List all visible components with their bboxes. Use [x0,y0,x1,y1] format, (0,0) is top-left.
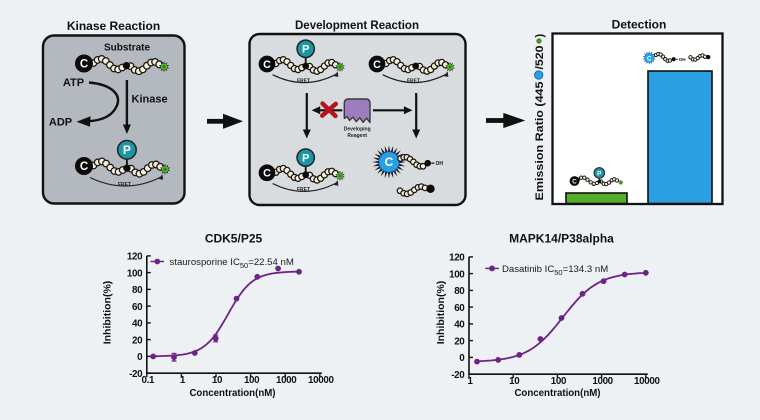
svg-text:10: 10 [509,376,520,387]
svg-text:40: 40 [132,319,143,330]
svg-text:/520: /520 [534,46,546,70]
svg-text:Emission Ratio (445: Emission Ratio (445 [534,81,546,200]
svg-text:OH: OH [679,57,686,62]
svg-text:10000: 10000 [634,376,660,387]
svg-text:-20: -20 [129,369,143,380]
svg-text:ATP: ATP [63,77,84,89]
svg-text:C: C [373,59,381,71]
svg-text:100: 100 [449,269,465,280]
svg-text:1000: 1000 [276,375,297,386]
svg-text:1000: 1000 [592,376,613,387]
svg-text:OH: OH [436,161,444,167]
svg-text:staurosporine IC50=22.54 nM: staurosporine IC50=22.54 nM [170,257,294,270]
svg-text:100: 100 [244,375,260,386]
svg-text:C: C [572,178,577,185]
svg-text:1: 1 [180,375,186,386]
svg-text:MAPK14/P38alpha: MAPK14/P38alpha [509,232,614,246]
svg-text:40: 40 [454,320,465,331]
svg-text:0: 0 [137,352,143,363]
svg-text:Substrate: Substrate [104,43,151,54]
svg-text:FRET: FRET [118,182,131,188]
svg-text:P: P [302,44,310,56]
svg-text:120: 120 [449,253,465,264]
svg-text:C: C [647,55,652,62]
svg-text:-20: -20 [451,370,465,381]
svg-text:0: 0 [459,353,465,364]
svg-text:80: 80 [454,286,465,297]
svg-text:C: C [385,155,394,169]
svg-text:C: C [263,168,271,180]
svg-text:FRET: FRET [297,187,310,193]
svg-text:Inhibition(%): Inhibition(%) [102,281,114,345]
svg-text:0.1: 0.1 [142,375,155,386]
svg-text:ADP: ADP [49,117,72,129]
svg-text:60: 60 [132,302,143,313]
svg-text:P: P [302,153,310,165]
svg-text:CDK5/P25: CDK5/P25 [205,232,263,246]
svg-text:Kinase: Kinase [132,94,168,106]
svg-text:20: 20 [132,335,143,346]
svg-text:10000: 10000 [308,375,334,386]
svg-text:FRET: FRET [407,78,420,84]
svg-text:C: C [263,59,271,71]
svg-text:Developing: Developing [344,127,371,133]
svg-text:80: 80 [132,285,143,296]
svg-text:60: 60 [454,303,465,314]
svg-text:Development Reaction: Development Reaction [295,20,419,32]
svg-text:20: 20 [454,336,465,347]
svg-text:Inhibition(%): Inhibition(%) [435,281,447,345]
svg-text:Reagent: Reagent [347,133,367,139]
svg-text:1: 1 [467,376,473,387]
svg-text:P: P [597,170,602,177]
svg-text:P: P [123,143,131,157]
svg-text:): ) [534,34,546,38]
svg-text:10: 10 [212,375,223,386]
svg-text:Dasatinib IC50=134.3 nM: Dasatinib IC50=134.3 nM [502,264,608,277]
svg-text:120: 120 [127,252,143,263]
svg-text:Kinase Reaction: Kinase Reaction [67,19,160,33]
svg-text:C: C [80,161,88,173]
svg-text:Concentration(nM): Concentration(nM) [189,388,275,399]
svg-text:FRET: FRET [297,78,310,84]
svg-text:C: C [80,59,88,71]
svg-text:Concentration(nM): Concentration(nM) [514,388,600,399]
svg-text:Detection: Detection [612,18,667,32]
svg-text:100: 100 [127,268,143,279]
svg-text:100: 100 [551,376,567,387]
